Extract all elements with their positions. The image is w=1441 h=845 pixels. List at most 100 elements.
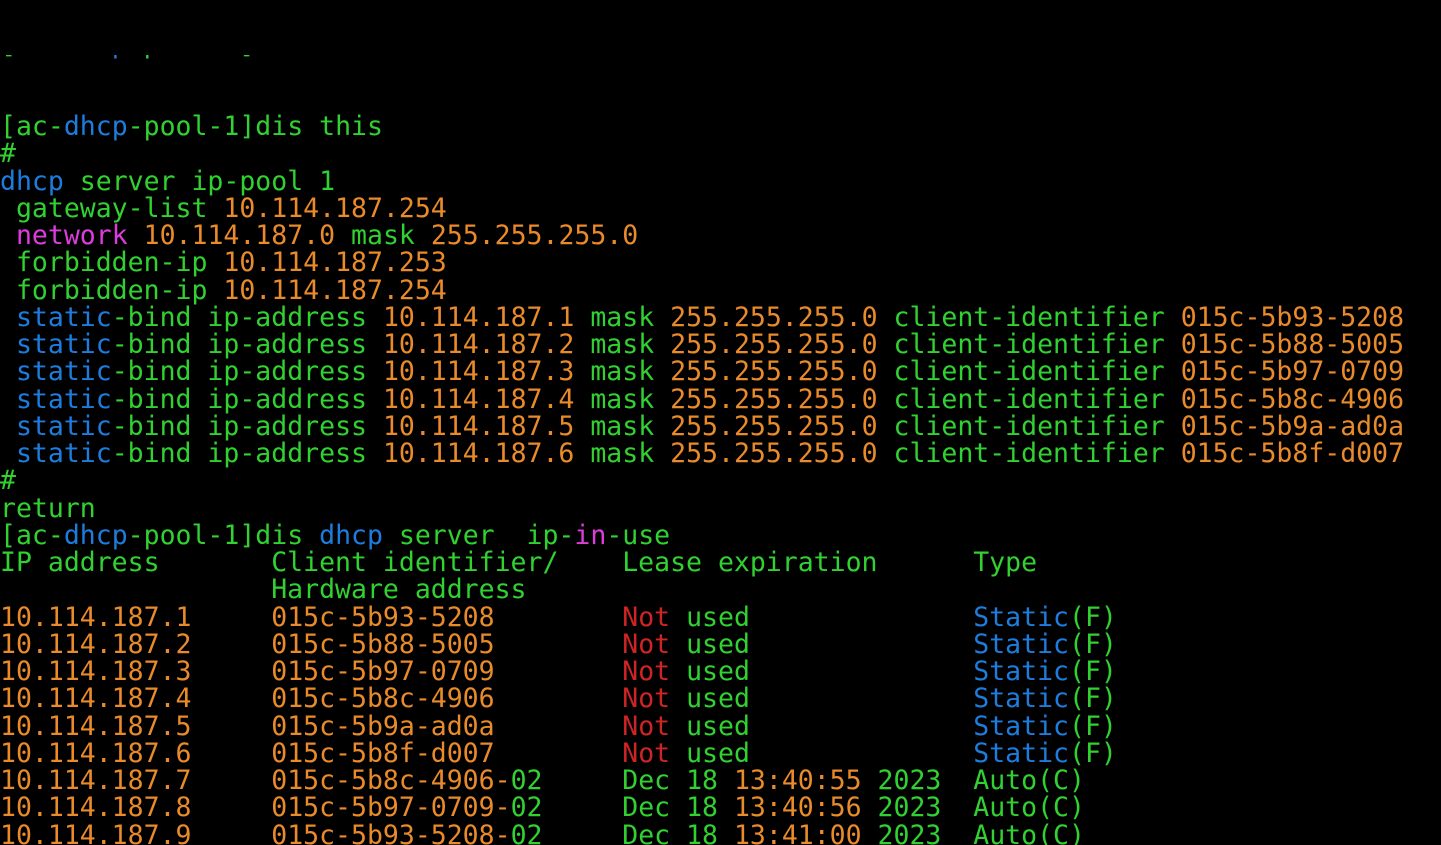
terminal-text-segment: 015c-5b97-0709 (1180, 356, 1405, 388)
terminal-text-segment: 13:40:56 (733, 792, 862, 824)
terminal-text-segment: 2023 Auto(C) (861, 819, 1085, 845)
terminal-text-segment: 10.114.187.4 (0, 683, 192, 715)
terminal-text-segment: Not (622, 656, 671, 688)
terminal-line: 10.114.187.8 015c-5b97-0709-02 Dec 18 13… (0, 794, 1441, 821)
terminal-text-segment: -pool-1]dis this (127, 111, 383, 143)
terminal-text-segment: mask (574, 301, 671, 333)
terminal-line: 10.114.187.6 015c-5b8f-d007 Not used Sta… (0, 740, 1441, 767)
terminal-text-segment: Static (973, 628, 1069, 660)
terminal-text-segment: static (15, 410, 112, 442)
terminal-text-segment: mask (335, 220, 431, 252)
terminal-text-segment: 255.255.255.0 (670, 301, 878, 333)
terminal-text-segment: 10.114.187.2 (382, 329, 575, 361)
terminal-text-segment: 10.114.187.253 (223, 247, 447, 279)
terminal-text-segment: [ac- (0, 55, 64, 59)
terminal-line: static-bind ip-address 10.114.187.2 mask… (0, 331, 1441, 358)
terminal-text-segment: forbidden-ip (0, 274, 224, 306)
terminal-text-segment: 255.255.255.0 (670, 329, 878, 361)
terminal-text-segment: 015c-5b93-5208 (271, 601, 495, 633)
terminal-text-segment: Not (622, 737, 671, 769)
terminal-line: forbidden-ip 10.114.187.253 (0, 249, 1441, 276)
terminal-text-segment: Hardware address (0, 574, 527, 606)
terminal-text-segment: 015c-5b88-5005 (271, 628, 495, 660)
terminal-text-segment: network (15, 220, 128, 252)
terminal-line: 10.114.187.4 015c-5b8c-4906 Not used Sta… (0, 685, 1441, 712)
terminal-text-segment: 10.114.187.254 (223, 274, 447, 306)
terminal-text-segment: used (670, 656, 974, 688)
terminal-text-segment: return (0, 492, 96, 524)
terminal-text-segment: 10.114.187.1 (382, 301, 575, 333)
terminal-text-segment: server ip-pool 1 (63, 165, 336, 197)
terminal-text-segment: # (0, 465, 16, 497)
terminal-text-segment: forbidden-ip (0, 247, 224, 279)
terminal-text-segment: static (15, 383, 112, 415)
terminal-text-segment: client-identifier (877, 356, 1181, 388)
terminal-text-segment: 255.255.255.0 (670, 356, 878, 388)
terminal-text-segment: dhcp (319, 519, 383, 551)
terminal-line: static-bind ip-address 10.114.187.5 mask… (0, 413, 1441, 440)
terminal-text-segment: mask (574, 410, 671, 442)
terminal-text-segment: 10.114.187.8 (0, 792, 192, 824)
terminal-text-segment: 2023 Auto(C) (861, 765, 1085, 797)
terminal-text-segment: used (670, 683, 974, 715)
terminal-text-segment: static (15, 356, 112, 388)
terminal-line: [ac-dhcp-pool-1]dis dhcp server ip-in-us… (0, 522, 1441, 549)
terminal-text-segment: 02 (510, 819, 543, 845)
terminal-text-segment: 2023 Auto(C) (861, 792, 1085, 824)
terminal-text-segment: 10.114.187.7 (0, 765, 192, 797)
terminal-text-segment: Dec 18 (622, 819, 734, 845)
terminal-text-segment: (F) (1069, 656, 1117, 688)
terminal-line: IP address Client identifier/ Lease expi… (0, 549, 1441, 576)
terminal-text-segment: Not (622, 628, 671, 660)
terminal-line: 10.114.187.5 015c-5b9a-ad0a Not used Sta… (0, 710, 1441, 742)
terminal-text-segment: 255.255.255.0 (430, 220, 639, 252)
terminal-text-segment: 015c-5b8c-4906 (271, 683, 495, 715)
terminal-text-segment: server ip- (382, 519, 575, 551)
terminal-text-segment: gateway-list (0, 192, 224, 224)
terminal-text-segment: Static (973, 737, 1069, 769)
terminal-text-segment: 13:41:00 (733, 819, 862, 845)
terminal-text-segment: Dec 18 (622, 792, 734, 824)
terminal-line: static-bind ip-address 10.114.187.4 mask… (0, 383, 1441, 415)
terminal-text-segment: 015c-5b88-5005 (1180, 329, 1405, 361)
terminal-text-segment: 10.114.187.3 (0, 656, 192, 688)
terminal-text-segment: client-identifier (877, 301, 1181, 333)
terminal-text-segment: mask (574, 383, 671, 415)
terminal-line: static-bind ip-address 10.114.187.1 mask… (0, 304, 1441, 331)
terminal-text-segment: 015c-5b8f-d007 (271, 737, 495, 769)
terminal-text-segment: IP address Client identifier/ Lease expi… (0, 547, 1038, 579)
terminal-text-segment: [ac- (0, 111, 64, 143)
terminal-text-segment: 10.114.187.4 (382, 383, 575, 415)
terminal-line: 10.114.187.9 015c-5b93-5208-02 Dec 18 13… (0, 819, 1441, 845)
terminal-text-segment: 015c-5b93-5208- (271, 819, 511, 845)
terminal-line: 10.114.187.1 015c-5b93-5208 Not used Sta… (0, 601, 1441, 633)
terminal-text-segment: Static (973, 656, 1069, 688)
terminal-text-segment: -pool-1] (128, 55, 256, 59)
terminal-text-segment: mask (574, 329, 671, 361)
terminal-text-segment: Static (973, 683, 1069, 715)
terminal-text-segment: 13:40:55 (733, 765, 862, 797)
terminal-text-segment: 255.255.255.0 (670, 383, 878, 415)
terminal-line: static-bind ip-address 10.114.187.3 mask… (0, 358, 1441, 385)
terminal-text-segment: (F) (1069, 710, 1117, 742)
terminal-text-segment: 02 (510, 792, 543, 824)
terminal-text-segment: 10.114.187.3 (382, 356, 575, 388)
terminal-text-segment: -bind ip-address (111, 301, 383, 333)
terminal-line: 10.114.187.2 015c-5b88-5005 Not used Sta… (0, 631, 1441, 658)
terminal-text-segment: -bind ip-address (111, 410, 383, 442)
terminal-text-segment: 255.255.255.0 (670, 410, 878, 442)
terminal-text-segment: in (574, 519, 607, 551)
terminal-text-segment: mask (574, 356, 671, 388)
terminal-text-segment: 10.114.187.2 (0, 628, 192, 660)
terminal-text-segment: -use (606, 519, 671, 551)
terminal-text-segment: 10.114.187.5 (0, 710, 192, 742)
terminal-text-segment: dhcp (64, 55, 128, 59)
terminal-text-segment: 015c-5b97-0709 (271, 656, 495, 688)
terminal-text-segment: -bind ip-address (111, 438, 383, 470)
terminal-text-segment: 10.114.187.6 (0, 737, 192, 769)
terminal-text-segment: Static (973, 710, 1069, 742)
terminal-line: return (0, 492, 1441, 524)
terminal-text-segment: used (670, 601, 974, 633)
terminal-text-segment: 015c-5b8c-4906- (271, 765, 511, 797)
